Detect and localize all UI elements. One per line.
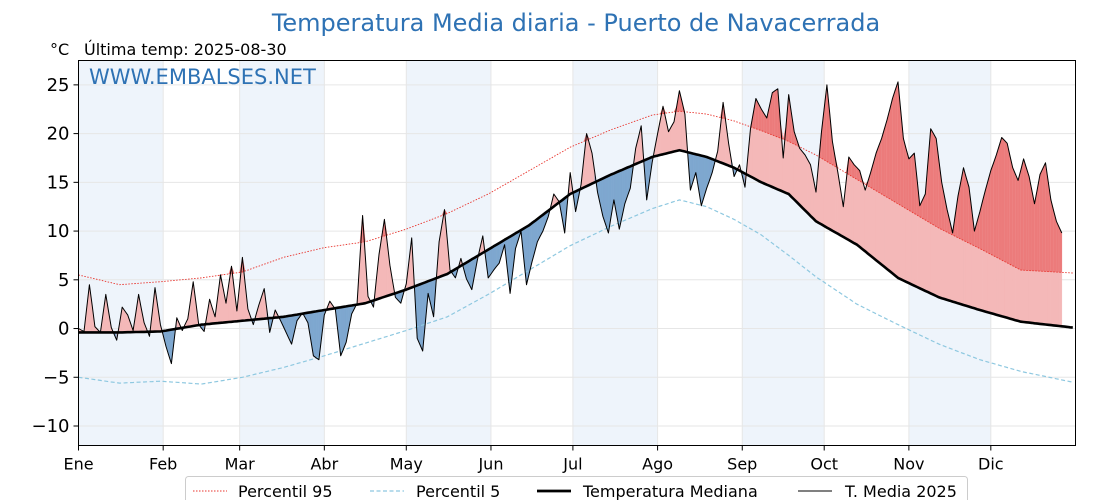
anomaly-above-p95 xyxy=(1058,227,1063,273)
anomaly-above-p95 xyxy=(1028,176,1032,271)
anomaly-above-p95 xyxy=(1015,173,1019,269)
anomaly-above-p95 xyxy=(1056,221,1060,273)
anomaly-above-p95 xyxy=(998,137,1002,261)
series-line-percentil-5 xyxy=(78,199,1073,385)
x-tick-label: Abr xyxy=(310,455,338,474)
anomaly-above-p95 xyxy=(884,119,888,198)
legend-label-p5: Percentil 5 xyxy=(416,482,500,500)
anomaly-above-p95 xyxy=(881,129,885,197)
anomaly-above xyxy=(807,159,811,217)
watermark: WWW.EMBALSES.NET xyxy=(89,65,316,89)
series-line-mediana xyxy=(78,148,1073,334)
chart-title: Temperatura Media diaria - Puerto de Nav… xyxy=(271,9,880,37)
y-tick-label: −10 xyxy=(32,416,70,437)
x-tick-label: Oct xyxy=(810,455,838,474)
anomaly-above-p95 xyxy=(1001,136,1005,262)
anomaly-above-p95 xyxy=(987,170,992,255)
anomaly-above-p95 xyxy=(1009,155,1013,267)
anomaly-above-p95 xyxy=(1007,143,1011,265)
legend: Percentil 95 Percentil 5 Temperatura Med… xyxy=(185,476,968,500)
y-tick-label: 5 xyxy=(58,270,69,291)
anomaly-above xyxy=(864,181,869,254)
anomaly-above-p95 xyxy=(911,152,915,214)
month-band xyxy=(78,60,164,446)
unit-label: °C xyxy=(50,40,69,59)
anomaly-above-p95 xyxy=(993,154,997,258)
legend-label-2025: T. Media 2025 xyxy=(844,482,957,500)
x-tick-label: Ago xyxy=(642,455,673,474)
anomaly-above-p95 xyxy=(878,138,882,195)
series-line-percentil-95 xyxy=(78,110,1073,286)
x-tick-label: May xyxy=(390,455,423,474)
anomaly-above-p95 xyxy=(892,90,896,203)
anomaly-above-p95 xyxy=(1012,167,1016,268)
x-tick-label: Dic xyxy=(978,455,1004,474)
x-tick-label: Ene xyxy=(63,455,93,474)
month-band xyxy=(572,60,658,446)
y-tick-label: −5 xyxy=(43,367,70,388)
anomaly-above-p95 xyxy=(963,167,967,243)
anomaly-below xyxy=(490,245,494,275)
legend-box xyxy=(185,476,968,500)
anomaly-above-p95 xyxy=(996,146,1000,259)
anomaly-above-p95 xyxy=(1039,168,1043,272)
anomaly-above xyxy=(799,147,803,209)
y-tick-label: 20 xyxy=(47,124,70,145)
legend-label-p95: Percentil 95 xyxy=(238,482,333,500)
anomaly-above-p95 xyxy=(933,132,937,227)
anomaly-below xyxy=(419,283,423,352)
x-tick-label: Jul xyxy=(562,455,582,474)
x-tick-label: Sep xyxy=(727,455,757,474)
x-axis: Ene Feb Mar Abr May Jun Jul Ago Sep Oct Nov Dic xyxy=(63,445,1004,474)
anomaly-above xyxy=(802,151,806,211)
anomaly-below xyxy=(315,310,320,361)
anomaly-above-p95 xyxy=(1004,139,1008,264)
anomaly-above-p95 xyxy=(886,109,890,200)
anomaly-above-p95 xyxy=(1017,169,1022,271)
anomaly-above-p95 xyxy=(908,155,912,213)
anomaly-above-p95 xyxy=(1023,158,1027,271)
x-tick-label: Jun xyxy=(477,455,503,474)
series-lines xyxy=(78,81,1073,385)
x-tick-label: Feb xyxy=(149,455,177,474)
anomaly-below xyxy=(488,247,492,279)
anomaly-below xyxy=(417,284,421,345)
x-tick-label: Mar xyxy=(225,455,256,474)
anomaly-above xyxy=(796,139,800,206)
series-line-2025 xyxy=(78,81,1063,365)
plot-frame xyxy=(78,60,1076,446)
last-temp-label: Última temp: 2025-08-30 xyxy=(84,40,287,59)
anomaly-above-p95 xyxy=(985,180,989,254)
anomaly-below xyxy=(340,306,344,356)
anomaly-above-p95 xyxy=(889,98,893,201)
x-tick-label: Nov xyxy=(893,455,924,474)
anomaly-above-p95 xyxy=(774,88,778,138)
anomaly-below xyxy=(493,244,497,271)
anomaly-above-p95 xyxy=(1026,167,1030,271)
y-tick-label: 15 xyxy=(47,172,70,193)
anomaly-above xyxy=(862,180,866,252)
legend-label-median: Temperatura Mediana xyxy=(582,482,758,500)
y-tick-label: 25 xyxy=(47,75,70,96)
y-axis: −10 −5 0 5 10 15 20 25 xyxy=(32,75,79,437)
y-tick-label: 10 xyxy=(47,221,70,242)
anomaly-above-p95 xyxy=(1020,158,1024,271)
anomaly-above-p95 xyxy=(930,127,934,226)
anomaly-above-p95 xyxy=(990,162,994,257)
anomaly-above xyxy=(804,154,809,214)
anomaly-below xyxy=(313,311,317,359)
anomaly-above-p95 xyxy=(895,81,899,205)
y-tick-label: 0 xyxy=(58,319,69,340)
anomaly-above-p95 xyxy=(772,90,776,137)
month-band xyxy=(239,60,325,446)
anomaly-above-p95 xyxy=(1042,162,1046,272)
